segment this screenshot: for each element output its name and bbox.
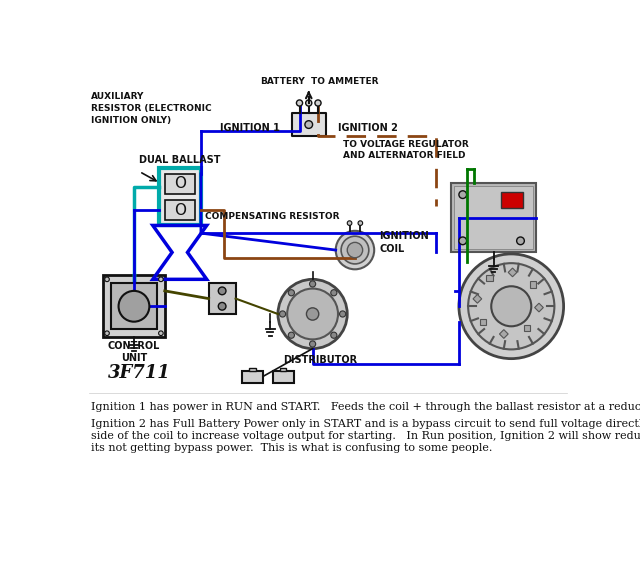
Circle shape — [105, 331, 109, 336]
Text: TO VOLTAGE REGULATOR
AND ALTERNATOR FIELD: TO VOLTAGE REGULATOR AND ALTERNATOR FIEL… — [344, 140, 469, 160]
Bar — [480, 319, 486, 325]
Circle shape — [105, 277, 109, 282]
Circle shape — [278, 279, 348, 348]
Circle shape — [306, 100, 312, 106]
Bar — [164, 174, 195, 194]
Text: its not getting bypass power.  This is what is confusing to some people.: its not getting bypass power. This is wh… — [91, 444, 492, 453]
Circle shape — [296, 100, 303, 106]
Circle shape — [159, 331, 163, 336]
Bar — [250, 368, 255, 371]
Text: 3F711: 3F711 — [108, 364, 171, 382]
Bar — [486, 275, 493, 282]
Bar — [499, 329, 508, 338]
Circle shape — [331, 290, 337, 296]
Text: side of the coil to increase voltage output for starting.   In Run position, Ign: side of the coil to increase voltage out… — [91, 431, 640, 441]
Circle shape — [159, 277, 163, 282]
Circle shape — [468, 263, 554, 350]
Circle shape — [358, 221, 363, 225]
Text: DISTRIBUTOR: DISTRIBUTOR — [284, 355, 357, 365]
Text: IGNITION
COIL: IGNITION COIL — [380, 231, 429, 253]
Bar — [524, 325, 530, 331]
Bar — [451, 183, 536, 252]
Bar — [280, 368, 287, 371]
Bar — [159, 168, 201, 225]
Circle shape — [459, 237, 467, 245]
Circle shape — [287, 289, 338, 339]
Bar — [273, 371, 294, 383]
Circle shape — [516, 237, 524, 245]
Text: Ignition 1 has power in RUN and START.   Feeds the coil + through the ballast re: Ignition 1 has power in RUN and START. F… — [91, 402, 640, 412]
Bar — [501, 192, 523, 208]
Circle shape — [315, 100, 321, 106]
Circle shape — [288, 290, 294, 296]
Bar — [103, 275, 164, 337]
Text: BATTERY: BATTERY — [260, 77, 305, 86]
Bar — [473, 294, 482, 303]
Text: COMPENSATING RESISTOR: COMPENSATING RESISTOR — [205, 211, 339, 221]
Circle shape — [331, 332, 337, 338]
Text: CONTROL
UNIT: CONTROL UNIT — [108, 341, 160, 363]
Bar — [164, 200, 195, 220]
Bar — [242, 371, 263, 383]
Circle shape — [492, 286, 531, 326]
Circle shape — [340, 311, 346, 317]
Circle shape — [218, 287, 226, 295]
Circle shape — [305, 121, 312, 128]
Circle shape — [341, 236, 369, 264]
Bar — [530, 282, 536, 287]
Circle shape — [118, 291, 149, 321]
Text: AUXILIARY
RESISTOR (ELECTRONIC
IGNITION ONLY): AUXILIARY RESISTOR (ELECTRONIC IGNITION … — [91, 92, 211, 125]
Circle shape — [288, 332, 294, 338]
Circle shape — [336, 231, 374, 270]
Circle shape — [310, 281, 316, 287]
Text: DUAL BALLAST: DUAL BALLAST — [139, 156, 221, 165]
Bar — [534, 303, 543, 312]
Circle shape — [280, 311, 285, 317]
Text: O: O — [174, 176, 186, 191]
Text: TO AMMETER: TO AMMETER — [311, 77, 379, 86]
Circle shape — [348, 221, 352, 225]
Circle shape — [310, 341, 316, 347]
Bar — [508, 268, 517, 276]
Bar — [454, 186, 533, 249]
Text: Ignition 2 has Full Battery Power only in START and is a bypass circuit to send : Ignition 2 has Full Battery Power only i… — [91, 419, 640, 429]
Circle shape — [307, 308, 319, 320]
Bar — [111, 283, 157, 329]
Circle shape — [459, 191, 467, 199]
Circle shape — [348, 242, 363, 258]
Text: IGNITION 1: IGNITION 1 — [220, 123, 280, 134]
Circle shape — [218, 302, 226, 310]
Circle shape — [459, 254, 564, 359]
Text: O: O — [174, 203, 186, 218]
Text: IGNITION 2: IGNITION 2 — [338, 123, 398, 134]
Bar — [292, 113, 326, 136]
Bar — [209, 283, 236, 314]
